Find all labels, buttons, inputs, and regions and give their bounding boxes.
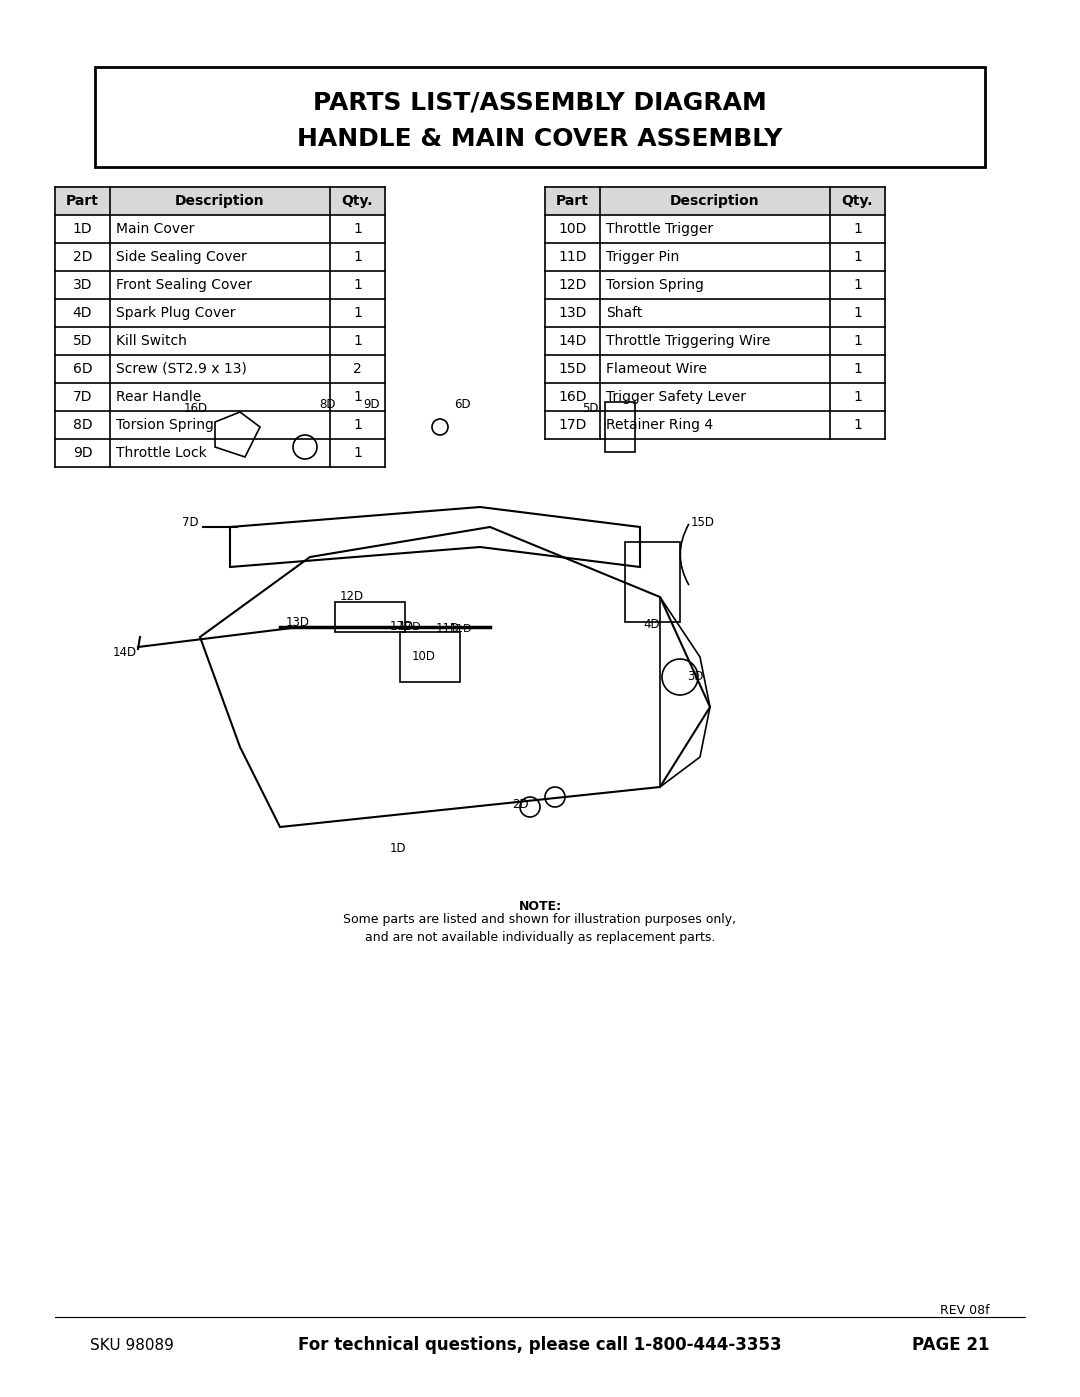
Text: 10D: 10D bbox=[411, 651, 436, 664]
Text: 17D: 17D bbox=[390, 620, 414, 633]
Text: 15D: 15D bbox=[691, 515, 715, 528]
Text: PAGE 21: PAGE 21 bbox=[913, 1336, 990, 1354]
Text: Throttle Lock: Throttle Lock bbox=[116, 446, 206, 460]
Text: 1D: 1D bbox=[72, 222, 92, 236]
Text: 10D: 10D bbox=[558, 222, 586, 236]
Text: 1D: 1D bbox=[390, 842, 406, 855]
Text: 1: 1 bbox=[853, 278, 862, 292]
Text: 1: 1 bbox=[853, 390, 862, 404]
Text: 14D: 14D bbox=[113, 645, 137, 658]
Text: Throttle Triggering Wire: Throttle Triggering Wire bbox=[606, 334, 770, 348]
Text: Rear Handle: Rear Handle bbox=[116, 390, 201, 404]
Text: 1: 1 bbox=[853, 250, 862, 264]
Text: PARTS LIST/ASSEMBLY DIAGRAM: PARTS LIST/ASSEMBLY DIAGRAM bbox=[313, 89, 767, 115]
Text: 9D: 9D bbox=[364, 398, 380, 412]
Text: 1: 1 bbox=[853, 222, 862, 236]
Text: SKU 98089: SKU 98089 bbox=[90, 1337, 174, 1352]
Text: Torsion Spring: Torsion Spring bbox=[606, 278, 704, 292]
Bar bbox=[400, 631, 460, 682]
Text: Torsion Spring: Torsion Spring bbox=[116, 418, 214, 432]
Text: 16D: 16D bbox=[184, 402, 208, 415]
Text: 1: 1 bbox=[353, 222, 362, 236]
Text: Description: Description bbox=[671, 194, 760, 208]
Bar bbox=[55, 187, 384, 215]
Text: 1: 1 bbox=[353, 306, 362, 320]
Text: 3D: 3D bbox=[72, 278, 92, 292]
Text: Trigger Safety Lever: Trigger Safety Lever bbox=[606, 390, 746, 404]
Text: 1: 1 bbox=[853, 306, 862, 320]
Text: Screw (ST2.9 x 13): Screw (ST2.9 x 13) bbox=[116, 362, 247, 376]
Text: Main Cover: Main Cover bbox=[116, 222, 194, 236]
Text: 2D: 2D bbox=[512, 799, 528, 812]
Text: Retainer Ring 4: Retainer Ring 4 bbox=[606, 418, 713, 432]
Bar bbox=[545, 187, 885, 215]
Text: 2D: 2D bbox=[72, 250, 92, 264]
Text: 11D: 11D bbox=[558, 250, 586, 264]
Text: NOTE:: NOTE: bbox=[518, 901, 562, 914]
Text: 1: 1 bbox=[353, 418, 362, 432]
Text: 6D: 6D bbox=[72, 362, 92, 376]
Bar bbox=[605, 402, 635, 453]
Text: Qty.: Qty. bbox=[341, 194, 374, 208]
Text: HANDLE & MAIN COVER ASSEMBLY: HANDLE & MAIN COVER ASSEMBLY bbox=[297, 127, 783, 151]
Text: 1: 1 bbox=[853, 362, 862, 376]
Text: 11D: 11D bbox=[450, 624, 473, 634]
Text: 8D: 8D bbox=[72, 418, 92, 432]
Text: Throttle Trigger: Throttle Trigger bbox=[606, 222, 713, 236]
Text: 13D: 13D bbox=[558, 306, 586, 320]
Text: Shaft: Shaft bbox=[606, 306, 643, 320]
Text: Part: Part bbox=[66, 194, 99, 208]
Text: For technical questions, please call 1-800-444-3353: For technical questions, please call 1-8… bbox=[298, 1336, 782, 1354]
Text: Kill Switch: Kill Switch bbox=[116, 334, 187, 348]
Text: REV 08f: REV 08f bbox=[941, 1303, 990, 1317]
Text: 5D: 5D bbox=[582, 402, 598, 415]
Text: 1: 1 bbox=[353, 278, 362, 292]
Text: 12D: 12D bbox=[340, 591, 364, 604]
Text: 9D: 9D bbox=[72, 446, 92, 460]
Text: 17D: 17D bbox=[558, 418, 586, 432]
Text: 6D: 6D bbox=[454, 398, 470, 412]
Text: Qty.: Qty. bbox=[841, 194, 874, 208]
Text: 7D: 7D bbox=[181, 515, 199, 528]
Bar bbox=[335, 602, 405, 631]
Text: 7D: 7D bbox=[72, 390, 92, 404]
Text: 5D: 5D bbox=[72, 334, 92, 348]
Text: Some parts are listed and shown for illustration purposes only,
and are not avai: Some parts are listed and shown for illu… bbox=[343, 914, 737, 944]
Text: 8D: 8D bbox=[320, 398, 336, 412]
Text: 1: 1 bbox=[353, 446, 362, 460]
Text: 11D: 11D bbox=[436, 623, 460, 636]
Bar bbox=[95, 67, 985, 168]
Text: 1: 1 bbox=[353, 250, 362, 264]
Text: 13D: 13D bbox=[286, 616, 310, 629]
Text: 2: 2 bbox=[353, 362, 362, 376]
Text: 17D: 17D bbox=[399, 622, 421, 631]
Text: 15D: 15D bbox=[558, 362, 586, 376]
Text: Part: Part bbox=[556, 194, 589, 208]
Text: Description: Description bbox=[175, 194, 265, 208]
Text: Front Sealing Cover: Front Sealing Cover bbox=[116, 278, 252, 292]
Text: Spark Plug Cover: Spark Plug Cover bbox=[116, 306, 235, 320]
Text: 3D: 3D bbox=[687, 671, 703, 683]
Text: 1: 1 bbox=[353, 390, 362, 404]
Text: Flameout Wire: Flameout Wire bbox=[606, 362, 707, 376]
Text: 16D: 16D bbox=[558, 390, 586, 404]
Bar bbox=[625, 542, 680, 622]
Text: Side Sealing Cover: Side Sealing Cover bbox=[116, 250, 246, 264]
Text: 1: 1 bbox=[353, 334, 362, 348]
Text: Trigger Pin: Trigger Pin bbox=[606, 250, 679, 264]
Text: 14D: 14D bbox=[558, 334, 586, 348]
Text: 4D: 4D bbox=[72, 306, 92, 320]
Text: 12D: 12D bbox=[558, 278, 586, 292]
Text: 1: 1 bbox=[853, 334, 862, 348]
Text: 1: 1 bbox=[853, 418, 862, 432]
Text: 4D: 4D bbox=[644, 619, 660, 631]
